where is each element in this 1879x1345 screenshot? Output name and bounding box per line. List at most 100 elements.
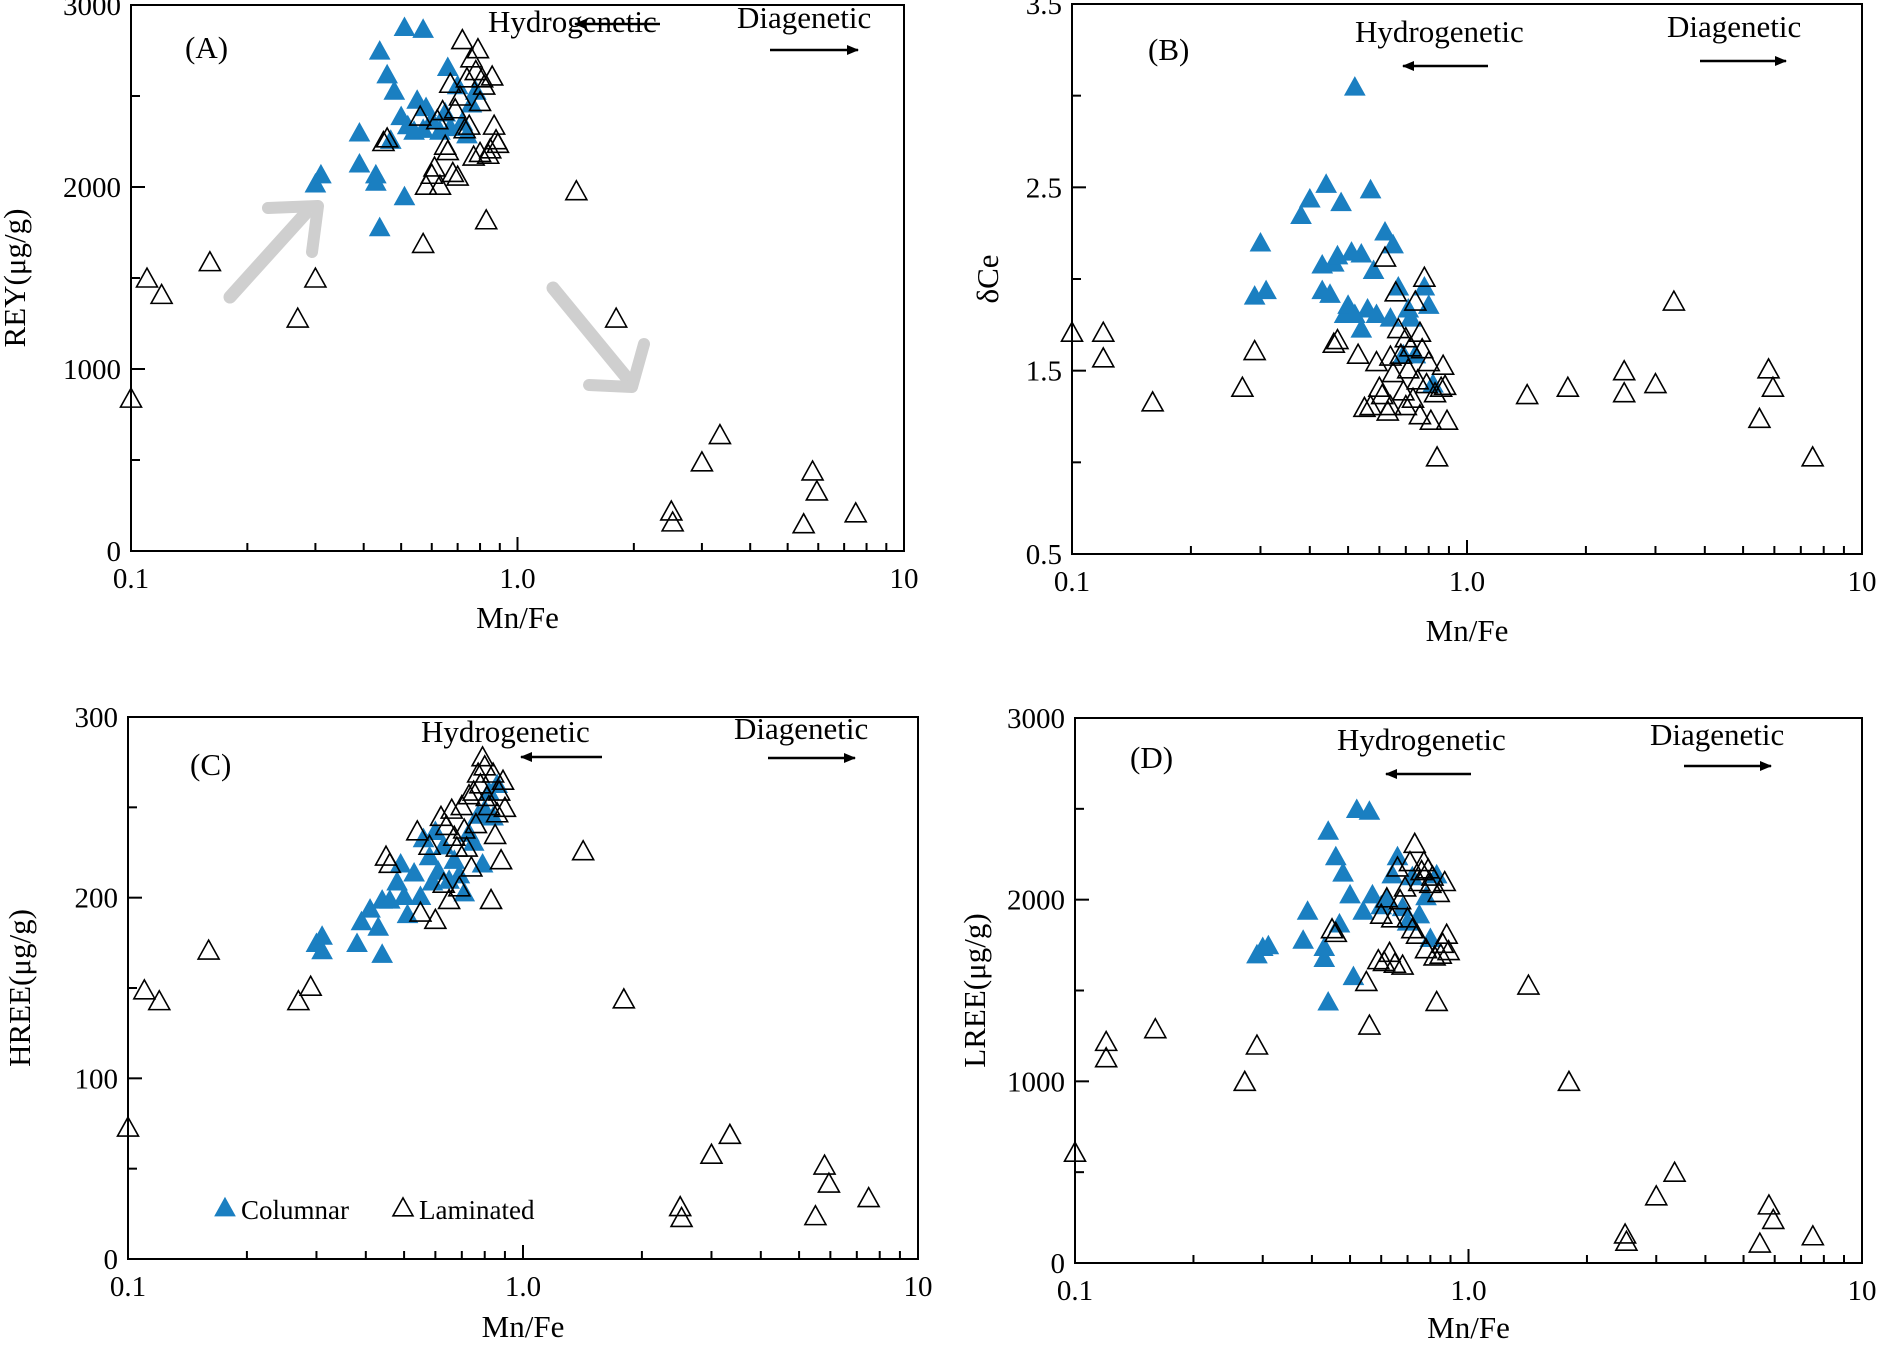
- series-laminated: [116, 745, 881, 1228]
- laminated-point: [571, 839, 596, 861]
- laminated-point: [1320, 917, 1344, 939]
- series-laminated: [1063, 831, 1825, 1253]
- diagenetic-annotation: Diagenetic: [734, 711, 868, 746]
- laminated-point: [1436, 938, 1461, 961]
- x-axis-label: Mn/Fe: [1426, 613, 1509, 648]
- laminated-point: [434, 813, 459, 836]
- laminated-point: [1401, 386, 1425, 408]
- laminated-point: [423, 907, 448, 930]
- laminated-point: [1428, 942, 1453, 964]
- laminated-point: [377, 851, 402, 874]
- laminated-point: [611, 987, 636, 1009]
- columnar-point: [1382, 233, 1404, 254]
- laminated-point: [1761, 375, 1785, 397]
- y-axis-label: REY(μg/g): [0, 209, 32, 348]
- columnar-point: [436, 56, 459, 77]
- columnar-point: [1249, 231, 1272, 252]
- laminated-point: [443, 97, 468, 119]
- x-axis-label: Mn/Fe: [476, 600, 559, 635]
- laminated-point: [1408, 403, 1432, 425]
- laminated-point: [459, 855, 484, 877]
- laminated-point: [1800, 1224, 1825, 1246]
- series-columnar: [1246, 798, 1448, 1011]
- laminated-point: [1321, 331, 1346, 353]
- laminated-point: [803, 1204, 828, 1226]
- laminated-point: [442, 824, 467, 847]
- diagenetic-annotation: Diagenetic: [737, 0, 871, 35]
- trend-arrow-down-head: [583, 338, 650, 393]
- trend-arrow-up: [223, 207, 312, 304]
- laminated-point: [791, 512, 816, 534]
- laminated-point: [445, 164, 470, 186]
- laminated-point: [1390, 953, 1415, 975]
- y-tick-label: 1.5: [1026, 356, 1062, 388]
- laminated-point: [132, 978, 157, 1000]
- laminated-point: [428, 173, 452, 195]
- laminated-point: [472, 754, 497, 776]
- x-tick-label: 10: [904, 1271, 933, 1303]
- laminated-point: [476, 142, 501, 165]
- laminated-point: [1367, 375, 1392, 397]
- laminated-point: [1400, 917, 1425, 939]
- laminated-point: [374, 844, 398, 866]
- series-columnar: [304, 16, 487, 237]
- laminated-point: [437, 887, 461, 910]
- y-tick-label: 3.5: [1026, 0, 1062, 21]
- x-tick-label: 0.1: [110, 1271, 146, 1303]
- laminated-point: [1383, 280, 1408, 302]
- laminated-point: [414, 173, 438, 195]
- laminated-point: [1402, 831, 1427, 854]
- laminated-point: [482, 113, 506, 135]
- laminated-point: [371, 129, 396, 152]
- laminated-point: [198, 250, 222, 272]
- columnar-point: [368, 40, 391, 60]
- laminated-point: [405, 819, 430, 841]
- x-tick-label: 10: [890, 563, 919, 595]
- laminated-point: [1398, 849, 1422, 872]
- diagenetic-annotation: Diagenetic: [1650, 717, 1784, 752]
- laminated-point: [411, 231, 436, 254]
- laminated-point: [429, 804, 453, 827]
- x-tick-label: 0.1: [1057, 1275, 1093, 1307]
- laminated-point: [461, 779, 486, 801]
- hydrogenetic-annotation: Hydrogenetic: [421, 714, 590, 749]
- columnar-point: [1352, 900, 1375, 920]
- laminated-point: [1424, 989, 1449, 1012]
- columnar-point: [1324, 845, 1347, 866]
- columnar-point: [1362, 259, 1385, 280]
- columnar-point: [1343, 76, 1366, 96]
- diagenetic-annotation: Diagenetic: [1667, 9, 1801, 44]
- laminated-point: [449, 793, 474, 816]
- y-tick-label: 3000: [1007, 703, 1065, 735]
- laminated-point: [1405, 368, 1430, 390]
- columnar-point: [1330, 191, 1352, 212]
- laminated-point: [286, 989, 311, 1011]
- columnar-point: [1374, 220, 1396, 241]
- laminated-point: [1515, 382, 1540, 405]
- laminated-point: [1555, 375, 1580, 397]
- series-columnar: [1243, 76, 1444, 393]
- laminated-point: [1325, 327, 1350, 350]
- series-columnar: [305, 773, 508, 963]
- columnar-point: [1408, 903, 1431, 924]
- laminated-point: [454, 835, 479, 857]
- laminated-point: [466, 761, 491, 783]
- y-tick-label: 1000: [1007, 1066, 1065, 1098]
- columnar-point: [383, 80, 406, 100]
- columnar-point: [393, 16, 416, 36]
- laminated-point: [119, 386, 143, 408]
- y-axis-label: LREE(μg/g): [957, 913, 992, 1067]
- x-tick-label: 10: [1848, 1275, 1877, 1307]
- columnar-point: [1332, 862, 1354, 882]
- laminated-point: [408, 104, 433, 126]
- columnar-point: [1350, 318, 1373, 338]
- laminated-point: [1388, 888, 1412, 910]
- laminated-point: [718, 1122, 742, 1145]
- laminated-point: [468, 772, 493, 794]
- laminated-point: [1612, 359, 1637, 381]
- laminated-point: [1420, 864, 1445, 886]
- y-tick-label: 1000: [63, 354, 121, 386]
- plot-frame: [127, 716, 919, 1260]
- laminated-point: [298, 974, 323, 996]
- columnar-point: [346, 932, 368, 952]
